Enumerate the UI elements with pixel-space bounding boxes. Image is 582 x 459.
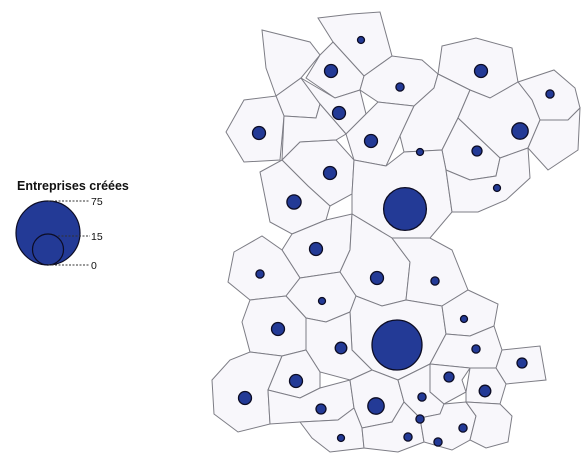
- zone-bubble: [308, 241, 324, 257]
- zone-bubble: [251, 125, 267, 141]
- zone-bubble: [458, 423, 468, 433]
- zone-bubble: [334, 341, 348, 355]
- zone-bubble: [322, 165, 338, 181]
- legend-tick-label: 0: [91, 260, 97, 272]
- zone-bubble: [415, 414, 425, 424]
- zone-bubble: [371, 319, 423, 371]
- zone-bubble: [237, 390, 253, 406]
- zone-bubble: [471, 145, 483, 157]
- zone-bubble: [471, 344, 481, 354]
- zone-bubble: [433, 437, 443, 447]
- zone-bubble: [323, 63, 339, 79]
- cells-layer: [211, 11, 581, 453]
- legend-circle-max: [15, 200, 81, 266]
- zone-bubble: [255, 269, 265, 279]
- zone-cell: [445, 147, 531, 213]
- zone-bubble: [459, 314, 469, 324]
- zone-bubble: [478, 384, 492, 398]
- zone-bubble: [363, 133, 379, 149]
- zone-bubble: [382, 186, 428, 232]
- zone-bubble: [369, 270, 385, 286]
- zone-bubble: [315, 403, 327, 415]
- bubbles-layer: [237, 35, 555, 447]
- legend-title: Entreprises créées: [17, 179, 129, 193]
- zone-bubble: [395, 82, 405, 92]
- zone-bubble: [516, 357, 528, 369]
- zone-bubble: [415, 147, 425, 157]
- zone-bubble: [492, 183, 502, 193]
- zone-bubble: [286, 194, 302, 210]
- legend: Entreprises créées 75 15 0: [15, 179, 129, 272]
- zone-bubble: [511, 122, 529, 140]
- zone-bubble: [288, 373, 304, 389]
- zone-bubble: [403, 432, 413, 442]
- zone-bubble: [430, 276, 440, 286]
- zone-bubble: [317, 296, 327, 306]
- zone-bubble: [473, 63, 489, 79]
- zone-bubble: [270, 321, 286, 337]
- zone-bubble: [417, 392, 427, 402]
- legend-tick-label: 75: [91, 196, 103, 208]
- zone-bubble: [336, 433, 346, 443]
- zone-bubble: [367, 397, 385, 415]
- zone-bubble: [443, 371, 455, 383]
- zone-bubble: [331, 105, 347, 121]
- legend-tick-label: 15: [91, 231, 103, 243]
- zone-bubble: [545, 89, 555, 99]
- zone-cell: [464, 401, 513, 449]
- zone-bubble: [356, 35, 366, 45]
